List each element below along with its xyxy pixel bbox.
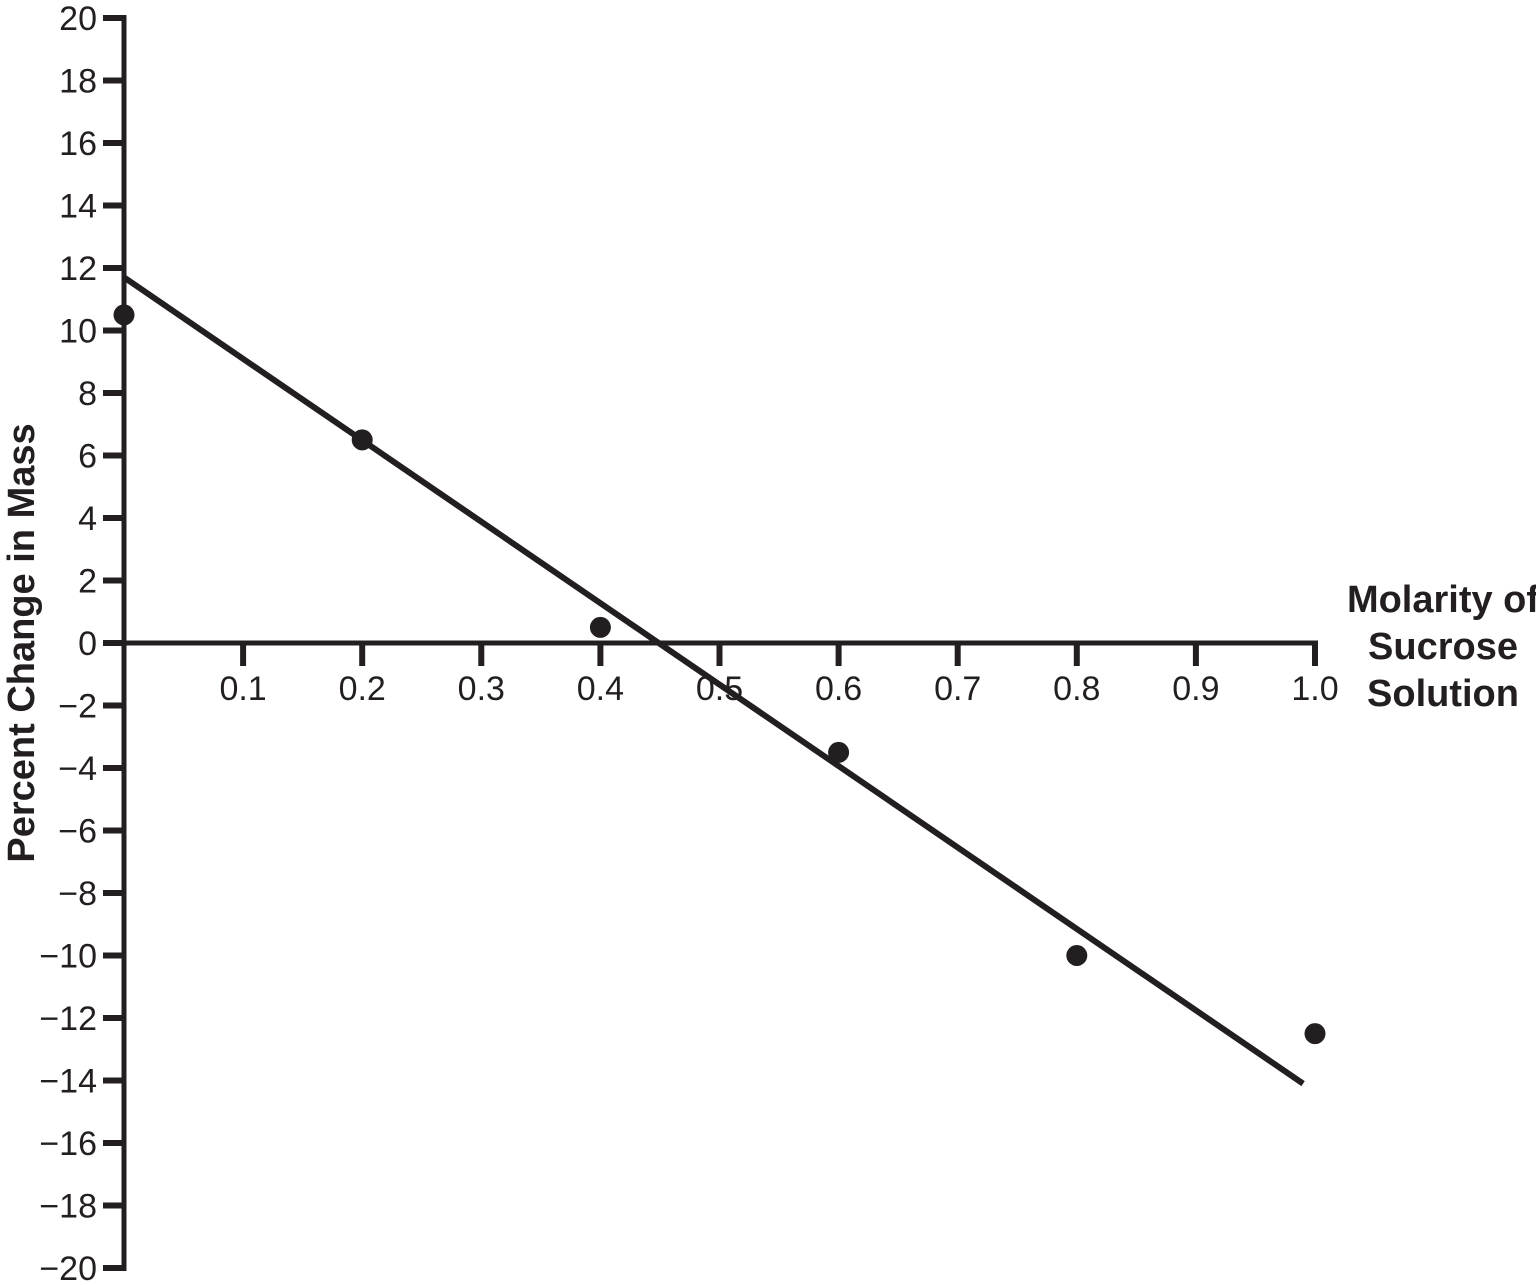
x-tick-label: 0.2 — [339, 670, 386, 708]
x-tick-label: 0.4 — [577, 670, 624, 708]
y-tick-label: −2 — [58, 688, 97, 726]
y-tick-label: −6 — [58, 813, 97, 851]
data-point-0 — [113, 304, 135, 326]
y-tick-label: 4 — [78, 500, 97, 538]
x-tick-label: 0.8 — [1053, 670, 1100, 708]
best-fit-line — [122, 274, 1305, 1087]
y-tick-label: 10 — [59, 313, 97, 351]
y-tick-label: −8 — [58, 875, 97, 913]
x-axis-title: Molarity of Sucrose Solution — [1347, 579, 1536, 715]
x-tick-label: 0.9 — [1172, 670, 1219, 708]
y-tick-label: −4 — [58, 750, 97, 788]
x-tick-label: 0.1 — [219, 670, 266, 708]
y-tick-label: 12 — [59, 250, 97, 288]
y-tick-label: 8 — [78, 375, 97, 413]
y-tick-label: −20 — [39, 1250, 97, 1285]
data-point-1 — [351, 429, 373, 451]
y-tick-label: 2 — [78, 563, 97, 601]
x-tick-label: 0.3 — [458, 670, 505, 708]
y-tick-label: −10 — [39, 938, 97, 976]
y-tick-label: 6 — [78, 438, 97, 476]
x-axis-title-line-0: Molarity of — [1347, 579, 1536, 621]
y-tick-label: −16 — [39, 1125, 97, 1163]
y-tick-label: 14 — [59, 188, 97, 226]
y-tick-label: −12 — [39, 1000, 97, 1038]
data-point-5 — [1304, 1023, 1326, 1045]
data-point-4 — [1066, 945, 1088, 966]
y-tick-label: 20 — [59, 0, 97, 38]
y-tick-label: 16 — [59, 125, 97, 163]
x-tick-label: 1.0 — [1291, 670, 1338, 708]
y-axis-title: Percent Change in Mass — [1, 423, 43, 862]
y-tick-label: −14 — [39, 1063, 97, 1101]
y-tick-label: 0 — [78, 625, 97, 663]
x-tick-label: 0.7 — [934, 670, 981, 708]
y-tick-label: 18 — [59, 63, 97, 101]
x-axis-title-line-2: Solution — [1367, 673, 1519, 715]
data-point-2 — [589, 616, 611, 638]
x-axis-title-line-1: Sucrose — [1368, 626, 1518, 668]
x-tick-label: 0.6 — [815, 670, 862, 708]
y-tick-label: −18 — [39, 1188, 97, 1226]
data-point-3 — [828, 741, 850, 763]
